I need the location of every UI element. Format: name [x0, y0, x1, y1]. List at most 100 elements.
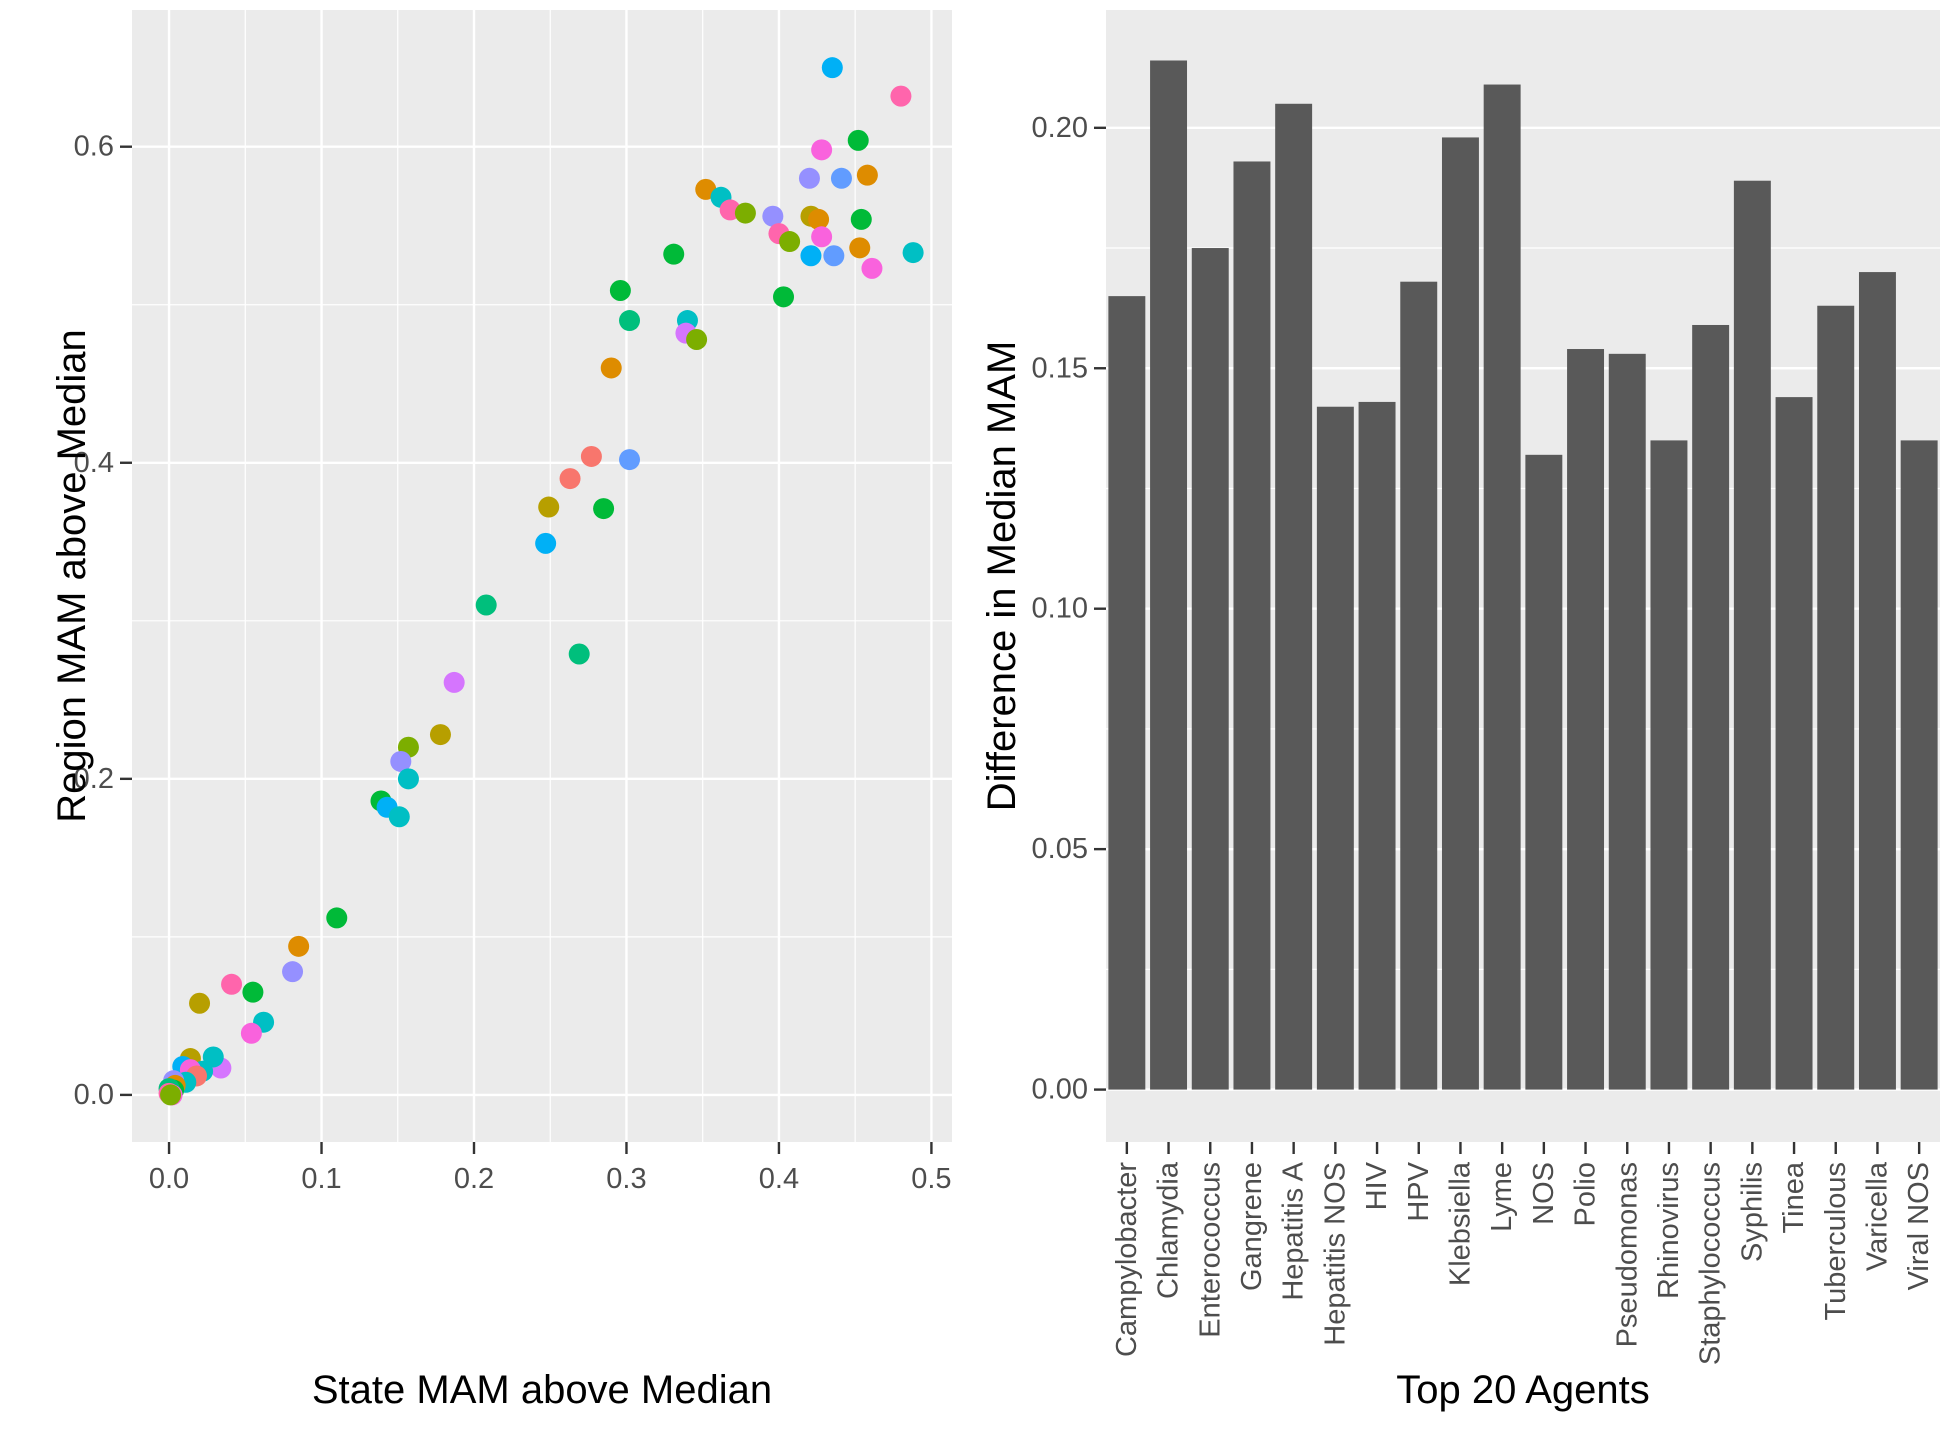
bar	[1900, 440, 1938, 1090]
bar-category-label: Lyme	[1486, 1162, 1518, 1232]
bar-category-label: Rhinovirus	[1653, 1162, 1685, 1299]
bar-category-label: Tuberculous	[1820, 1162, 1852, 1321]
scatter-point	[221, 973, 243, 995]
scatter-point	[890, 85, 912, 107]
bar-category-label: Campylobacter	[1111, 1162, 1143, 1357]
scatter-x-tick-label: 0.4	[759, 1163, 799, 1195]
bar	[1567, 349, 1605, 1090]
bar	[1400, 281, 1438, 1090]
scatter-point	[609, 280, 631, 302]
bar-category-label: NOS	[1528, 1162, 1560, 1225]
scatter-point	[847, 129, 869, 151]
scatter-point	[830, 167, 852, 189]
bar-category-label: Polio	[1570, 1162, 1602, 1227]
bar	[1525, 454, 1563, 1090]
bar	[1858, 272, 1896, 1090]
scatter-y-tick-label: 0.6	[74, 131, 114, 163]
scatter-y-tick-label: 0.0	[74, 1079, 114, 1111]
scatter-point	[580, 445, 602, 467]
bar-category-label: Pseudomonas	[1611, 1162, 1643, 1347]
scatter-point	[282, 961, 304, 983]
scatter-point	[600, 357, 622, 379]
scatter-point	[390, 750, 412, 772]
bar	[1441, 137, 1479, 1090]
scatter-point	[811, 139, 833, 161]
scatter-point	[663, 243, 685, 265]
bar-category-label: Syphilis	[1736, 1162, 1768, 1262]
scatter-point	[189, 992, 211, 1014]
bar-category-label: Staphylococcus	[1695, 1162, 1727, 1365]
bar-category-label: Hepatitis A	[1278, 1161, 1310, 1300]
scatter-point	[397, 768, 419, 790]
bar	[1150, 60, 1188, 1090]
bar	[1608, 353, 1646, 1090]
scatter-x-tick-label: 0.1	[301, 1163, 341, 1195]
scatter-point	[619, 449, 641, 471]
scatter-point	[475, 594, 497, 616]
scatter-point	[798, 167, 820, 189]
scatter-point	[773, 286, 795, 308]
bar-category-label: HIV	[1361, 1161, 1393, 1210]
bar-category-label: HPV	[1403, 1161, 1435, 1221]
bar	[1275, 103, 1313, 1090]
bar	[1733, 180, 1771, 1090]
scatter-y-tick-label: 0.4	[74, 447, 114, 479]
scatter-y-axis-title: Region MAM above Median	[50, 329, 94, 823]
bar-category-label: Chlamydia	[1153, 1161, 1185, 1299]
scatter-point	[242, 981, 264, 1003]
scatter-point	[538, 496, 560, 518]
bar-category-label: Tinea	[1778, 1161, 1810, 1233]
scatter-point	[850, 208, 872, 230]
scatter-panel	[132, 10, 952, 1142]
bar-panel	[1106, 10, 1940, 1142]
scatter-point	[535, 532, 557, 554]
scatter-point	[160, 1084, 182, 1106]
bar-category-label: Hepatitis NOS	[1319, 1162, 1351, 1346]
bar-y-tick-label: 0.10	[1032, 593, 1088, 625]
scatter-point	[388, 806, 410, 828]
scatter-x-tick-label: 0.2	[454, 1163, 494, 1195]
bar	[1108, 296, 1146, 1090]
scatter-point	[808, 208, 830, 230]
scatter-point	[288, 935, 310, 957]
scatter-point	[762, 205, 784, 227]
bar	[1483, 84, 1521, 1090]
scatter-point	[779, 231, 801, 253]
scatter-point	[734, 202, 756, 224]
bar-category-label: Klebsiella	[1444, 1161, 1476, 1286]
scatter-y-tick-label: 0.2	[74, 763, 114, 795]
scatter-point	[811, 226, 833, 248]
bar	[1358, 401, 1396, 1090]
bar-y-tick-label: 0.05	[1032, 833, 1088, 865]
scatter-point	[619, 310, 641, 332]
bar-category-label: Enterococcus	[1194, 1162, 1226, 1338]
bar-category-label: Gangrene	[1236, 1162, 1268, 1291]
scatter-point	[849, 237, 871, 259]
scatter-point	[326, 907, 348, 929]
scatter-point	[856, 164, 878, 186]
scatter-x-tick-label: 0.3	[606, 1163, 646, 1195]
scatter-point	[800, 245, 822, 267]
bar-x-axis-title: Top 20 Agents	[1396, 1368, 1650, 1412]
scatter-point	[823, 245, 845, 267]
scatter-x-axis-title: State MAM above Median	[311, 1368, 773, 1412]
bar	[1650, 440, 1688, 1090]
scatter-point	[240, 1022, 262, 1044]
bar	[1191, 248, 1229, 1090]
bar-category-label: Varicella	[1861, 1161, 1893, 1271]
scatter-point	[861, 257, 883, 279]
scatter-point	[902, 242, 924, 264]
scatter-point	[559, 468, 581, 490]
scatter-x-tick-label: 0.0	[149, 1163, 189, 1195]
scatter-point	[443, 671, 465, 693]
scatter-point	[593, 498, 615, 520]
bar	[1233, 161, 1271, 1090]
bar-category-label: Viral NOS	[1903, 1162, 1935, 1290]
bar-y-tick-label: 0.15	[1032, 352, 1088, 384]
bar	[1692, 324, 1730, 1090]
bar	[1316, 406, 1354, 1090]
bar	[1775, 397, 1813, 1090]
bar-y-tick-label: 0.00	[1032, 1074, 1088, 1106]
